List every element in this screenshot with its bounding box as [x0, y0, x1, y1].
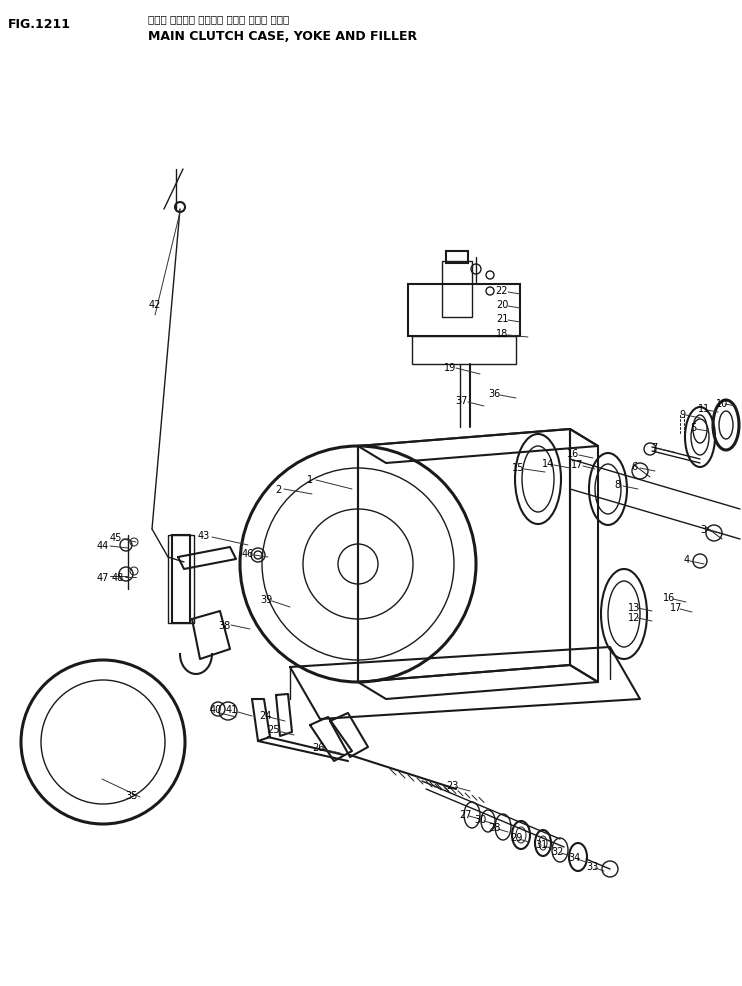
Text: 41: 41 — [226, 704, 238, 714]
Text: 37: 37 — [456, 395, 468, 405]
Text: 28: 28 — [487, 822, 500, 832]
Text: 38: 38 — [218, 620, 230, 630]
Text: 10: 10 — [716, 398, 728, 408]
Text: 36: 36 — [488, 388, 500, 398]
Text: 31: 31 — [535, 839, 547, 849]
Text: 40: 40 — [210, 704, 222, 714]
Text: 45: 45 — [110, 532, 122, 542]
Bar — [172, 535, 190, 623]
Text: 33: 33 — [586, 861, 598, 871]
Text: 4: 4 — [684, 554, 690, 564]
Text: 8: 8 — [614, 479, 620, 489]
Text: 48: 48 — [112, 573, 124, 583]
Text: MAIN CLUTCH CASE, YOKE AND FILLER: MAIN CLUTCH CASE, YOKE AND FILLER — [148, 30, 417, 43]
Text: 14: 14 — [542, 458, 554, 468]
Bar — [408, 285, 520, 336]
Text: FIG.1211: FIG.1211 — [8, 18, 71, 31]
Bar — [168, 535, 194, 623]
Text: 47: 47 — [96, 573, 109, 583]
Text: 24: 24 — [259, 710, 271, 720]
Text: 20: 20 — [496, 300, 508, 310]
Bar — [412, 336, 516, 365]
Text: 5: 5 — [690, 423, 696, 433]
Text: 21: 21 — [496, 314, 508, 323]
Text: メイン クラッチ ケース， ヨーク オヨビ フィラ: メイン クラッチ ケース， ヨーク オヨビ フィラ — [148, 14, 289, 24]
Text: 29: 29 — [510, 832, 522, 842]
Text: 13: 13 — [628, 602, 640, 612]
Text: 12: 12 — [628, 612, 640, 622]
Text: 11: 11 — [698, 403, 710, 413]
Text: 19: 19 — [444, 363, 456, 373]
Text: 27: 27 — [460, 810, 472, 819]
Circle shape — [254, 551, 262, 559]
Text: 43: 43 — [198, 530, 210, 540]
Text: 9: 9 — [679, 409, 685, 420]
Text: 6: 6 — [631, 461, 637, 471]
Text: 1: 1 — [307, 474, 313, 484]
Text: 42: 42 — [149, 300, 161, 310]
Text: 44: 44 — [97, 540, 109, 550]
Text: 16: 16 — [663, 593, 675, 602]
Text: 32: 32 — [552, 846, 564, 856]
Bar — [446, 251, 468, 263]
Text: 2: 2 — [275, 484, 281, 495]
Text: 3: 3 — [700, 525, 706, 534]
Text: 34: 34 — [568, 852, 580, 862]
Text: 25: 25 — [268, 725, 280, 735]
Text: 39: 39 — [260, 595, 272, 604]
Text: 30: 30 — [474, 814, 486, 824]
Text: 35: 35 — [126, 790, 138, 801]
Text: 46: 46 — [242, 548, 254, 558]
Text: 17: 17 — [670, 602, 682, 612]
Text: 17: 17 — [571, 459, 583, 469]
Bar — [442, 261, 472, 317]
Text: 18: 18 — [496, 328, 508, 338]
Text: 23: 23 — [446, 780, 459, 790]
Text: 22: 22 — [496, 286, 508, 296]
Text: 15: 15 — [512, 462, 524, 472]
Text: 26: 26 — [312, 742, 324, 752]
Text: 7: 7 — [651, 443, 657, 453]
Text: 16: 16 — [567, 449, 579, 458]
